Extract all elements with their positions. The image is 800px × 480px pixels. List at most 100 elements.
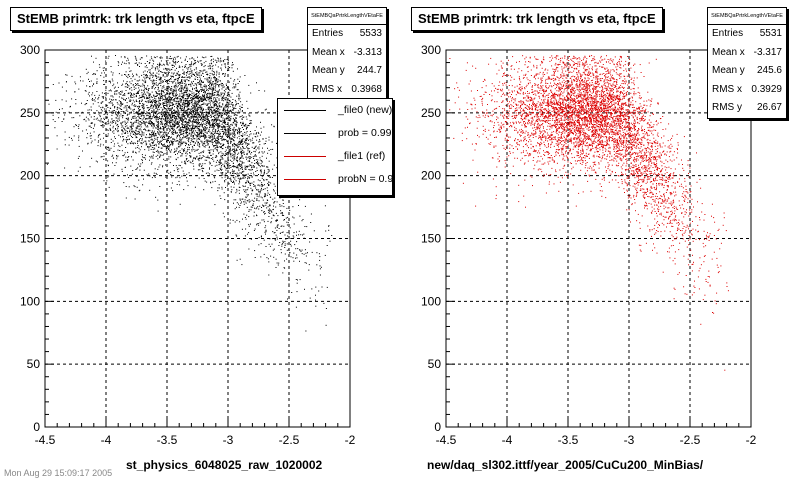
data-point bbox=[196, 71, 198, 73]
data-point bbox=[239, 80, 240, 82]
data-point bbox=[172, 64, 174, 66]
data-point bbox=[163, 63, 165, 65]
data-point bbox=[245, 196, 247, 198]
data-point bbox=[227, 167, 229, 169]
data-point bbox=[152, 86, 154, 88]
data-point bbox=[99, 116, 101, 118]
data-point bbox=[203, 90, 205, 92]
data-point bbox=[123, 107, 125, 109]
data-point bbox=[188, 64, 190, 66]
data-point bbox=[248, 248, 250, 250]
data-point bbox=[219, 105, 221, 107]
data-point bbox=[116, 158, 118, 160]
data-point bbox=[162, 90, 164, 92]
data-point bbox=[228, 91, 230, 93]
data-point bbox=[171, 111, 173, 112]
data-point bbox=[163, 114, 165, 116]
data-point bbox=[234, 123, 236, 125]
data-point bbox=[237, 175, 239, 177]
data-point bbox=[132, 76, 134, 78]
data-point bbox=[256, 224, 258, 226]
data-point bbox=[149, 114, 151, 116]
data-point bbox=[127, 87, 129, 88]
data-point bbox=[150, 106, 151, 108]
data-point bbox=[120, 91, 122, 92]
data-point bbox=[171, 176, 173, 178]
data-point bbox=[159, 128, 161, 130]
data-point bbox=[180, 98, 182, 100]
data-point bbox=[135, 152, 137, 154]
data-point bbox=[234, 143, 236, 145]
data-point bbox=[141, 154, 143, 156]
data-point bbox=[263, 188, 265, 190]
data-point bbox=[220, 151, 222, 153]
data-point bbox=[166, 150, 168, 152]
data-point bbox=[195, 104, 197, 106]
data-point bbox=[186, 98, 188, 99]
data-point bbox=[206, 131, 208, 133]
data-point bbox=[185, 88, 187, 90]
data-point bbox=[122, 103, 124, 105]
data-point bbox=[272, 208, 274, 210]
data-point bbox=[205, 119, 206, 121]
data-point bbox=[128, 100, 130, 102]
data-point bbox=[254, 228, 256, 230]
data-point bbox=[177, 112, 179, 114]
data-point bbox=[211, 112, 212, 114]
data-point bbox=[126, 82, 128, 84]
data-point bbox=[315, 286, 317, 288]
data-point bbox=[180, 119, 182, 121]
data-point bbox=[112, 127, 114, 129]
data-point bbox=[233, 148, 235, 150]
data-point bbox=[185, 64, 187, 65]
data-point bbox=[242, 198, 244, 200]
data-point bbox=[171, 130, 173, 132]
data-point bbox=[154, 176, 156, 178]
data-point bbox=[222, 104, 224, 106]
data-point bbox=[175, 88, 177, 90]
data-point bbox=[186, 106, 188, 108]
data-point bbox=[234, 137, 236, 139]
data-point bbox=[135, 94, 137, 96]
data-point bbox=[234, 135, 236, 137]
data-point bbox=[88, 125, 90, 127]
data-point bbox=[156, 72, 158, 74]
data-point bbox=[142, 156, 143, 158]
data-point bbox=[248, 211, 250, 212]
data-point bbox=[253, 165, 255, 167]
data-point bbox=[159, 141, 160, 143]
data-point bbox=[238, 127, 240, 129]
data-point bbox=[284, 253, 286, 255]
data-point bbox=[240, 152, 242, 154]
data-point bbox=[113, 173, 115, 175]
data-point bbox=[165, 72, 167, 74]
data-point bbox=[232, 106, 234, 108]
data-point bbox=[100, 107, 102, 109]
data-point bbox=[161, 57, 163, 59]
data-point bbox=[196, 156, 198, 158]
data-point bbox=[239, 181, 241, 183]
data-point bbox=[141, 132, 143, 134]
data-point bbox=[179, 129, 181, 131]
data-point bbox=[142, 112, 144, 113]
data-point bbox=[140, 97, 142, 99]
data-point bbox=[232, 135, 233, 137]
data-point bbox=[157, 123, 159, 125]
data-point bbox=[121, 150, 123, 152]
data-point bbox=[319, 268, 321, 270]
data-point bbox=[155, 75, 157, 77]
data-point bbox=[194, 96, 196, 98]
data-point bbox=[159, 116, 160, 118]
data-point bbox=[286, 258, 288, 260]
data-point bbox=[198, 145, 200, 147]
data-point bbox=[239, 111, 241, 113]
data-point bbox=[184, 86, 186, 88]
data-point bbox=[229, 148, 231, 150]
data-point bbox=[112, 154, 114, 156]
data-point bbox=[78, 145, 80, 147]
data-point bbox=[173, 132, 175, 134]
data-point bbox=[162, 136, 164, 138]
data-point bbox=[150, 74, 152, 76]
data-point bbox=[125, 147, 127, 148]
